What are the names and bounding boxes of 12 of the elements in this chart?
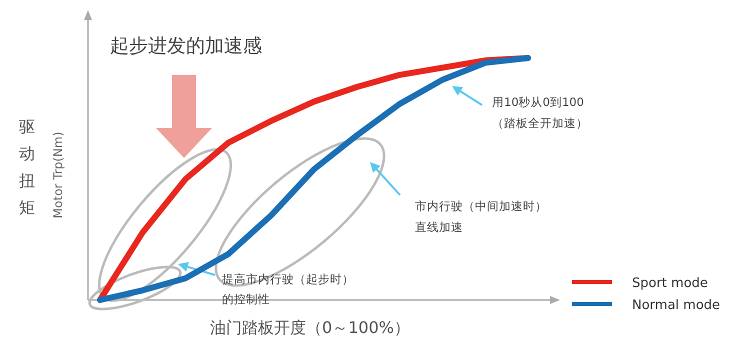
annotation: 市内行驶（中间加速时） bbox=[415, 199, 547, 213]
text: Motor Trp(Nm) bbox=[51, 132, 65, 218]
legend-label: Sport mode bbox=[632, 276, 708, 291]
annotation: 提高市内行驶（起步时） bbox=[222, 272, 354, 286]
annotation: 用10秒从0到100 bbox=[492, 95, 584, 109]
y-axis-title: 驱动扭矩 bbox=[19, 117, 35, 217]
legend-label: Normal mode bbox=[632, 298, 720, 313]
annotation: （踏板全开加速） bbox=[492, 116, 588, 130]
chart-title: 起步进发的加速感 bbox=[110, 35, 262, 57]
x-axis-title: 油门踏板开度（0～100%） bbox=[210, 318, 410, 337]
annotation: 直线加速 bbox=[415, 220, 463, 234]
annotation: 的控制性 bbox=[222, 292, 270, 306]
